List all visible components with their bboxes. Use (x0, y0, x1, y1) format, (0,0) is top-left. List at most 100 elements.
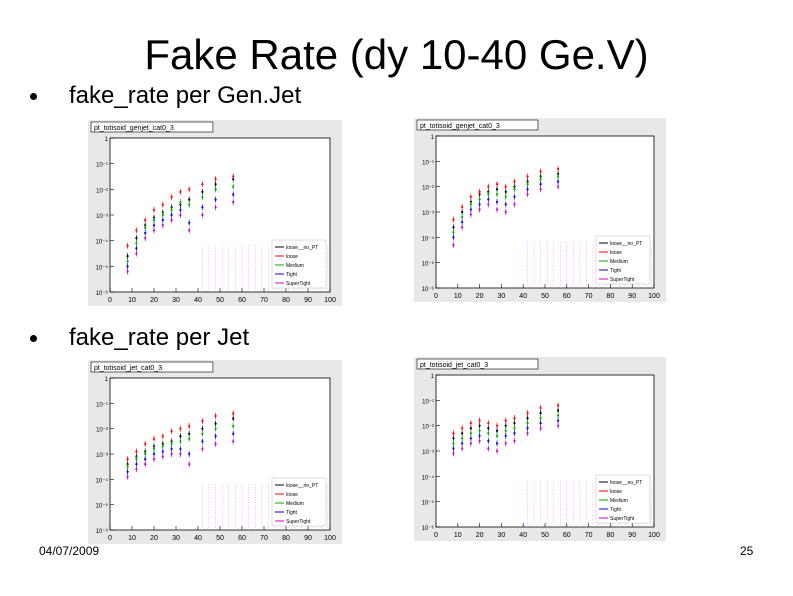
data-point (452, 226, 455, 229)
data-point (214, 198, 217, 201)
x-tick-label: 70 (260, 297, 268, 304)
x-tick-label: 20 (476, 532, 484, 539)
y-tick-label: 10⁻¹ (96, 163, 108, 169)
data-point (214, 442, 217, 445)
x-tick-label: 0 (108, 297, 112, 304)
legend-label: Medium (610, 498, 628, 504)
data-point (188, 188, 191, 191)
bullet-genjet: fake_rate per Gen.Jet (30, 82, 301, 110)
legend-label: loose__no_PT (286, 245, 318, 251)
legend-label: Tight (286, 272, 298, 278)
data-point (495, 208, 499, 211)
legend-label: SuperTight (286, 519, 311, 525)
data-point (526, 193, 529, 196)
data-point (556, 175, 560, 178)
data-point (126, 457, 129, 461)
data-point (526, 183, 529, 186)
data-point (487, 193, 490, 196)
x-tick-label: 70 (585, 532, 593, 539)
data-point (144, 219, 147, 222)
x-tick-label: 100 (648, 532, 660, 539)
data-point (232, 412, 235, 415)
data-point (513, 180, 516, 183)
chart-svg: pt_totisoid_jet_cat0_3 0 10 20 30 40 50 60 70 80 9… (414, 357, 666, 541)
data-point (135, 463, 138, 466)
x-tick-label: 10 (454, 532, 462, 539)
data-point (201, 183, 204, 186)
data-point (556, 409, 560, 412)
legend-box (595, 474, 651, 524)
data-point (556, 167, 560, 171)
data-point (144, 231, 147, 235)
data-point (170, 213, 173, 217)
data-point (504, 434, 507, 437)
x-tick-label: 0 (434, 532, 438, 539)
plot-title: pt_totisoid_genjet_cat0_3 (94, 125, 174, 132)
bullet-jet: fake_rate per Jet (30, 324, 249, 352)
data-point (152, 219, 156, 222)
plot-title: pt_totisoid_genjet_cat0_3 (420, 123, 500, 130)
data-point (461, 447, 464, 450)
y-tick-label: 1 (431, 135, 435, 141)
data-point (526, 416, 529, 420)
x-tick-label: 10 (128, 297, 136, 304)
data-point (539, 422, 542, 425)
data-point (495, 183, 499, 186)
data-point (179, 447, 182, 451)
data-point (495, 200, 499, 203)
data-point (495, 429, 499, 432)
data-point (469, 437, 472, 440)
y-tick-label: 10⁻² (96, 428, 108, 434)
data-point (478, 203, 481, 206)
chart-svg: pt_totisoid_genjet_cat0_3 0 10 20 30 40 50 60 70… (414, 118, 666, 302)
y-tick-label: 10⁻¹ (422, 399, 434, 405)
data-point (513, 432, 516, 435)
data-point (201, 440, 204, 443)
y-tick-label: 1 (105, 137, 109, 143)
data-point (452, 243, 455, 247)
x-tick-label: 60 (563, 293, 571, 300)
data-point (513, 195, 516, 198)
data-point (539, 427, 542, 430)
x-tick-label: 70 (260, 535, 268, 542)
data-point (452, 231, 455, 234)
data-point (461, 442, 464, 445)
data-point (214, 427, 217, 430)
data-point (556, 180, 560, 183)
data-point (126, 470, 129, 473)
data-point (161, 435, 164, 438)
data-point (539, 406, 542, 410)
data-point (452, 218, 455, 221)
data-point (478, 424, 481, 427)
data-point (179, 213, 182, 217)
legend-label: Medium (610, 259, 628, 265)
plot-genjet-left: pt_totisoid_genjet_cat0_3 0 10 20 30 40 50 60 70… (88, 120, 342, 306)
plot-jet-right: pt_totisoid_jet_cat0_3 0 10 20 30 40 50 60 70 80 9… (414, 357, 666, 541)
legend-label: loose (610, 489, 622, 495)
data-point (495, 434, 499, 437)
data-point (487, 439, 490, 442)
legend-label: loose__no_PT (610, 480, 642, 486)
x-tick-label: 80 (607, 293, 615, 300)
data-point (170, 447, 173, 451)
legend-label: loose (286, 254, 298, 260)
x-tick-label: 40 (194, 535, 202, 542)
data-point (504, 185, 507, 188)
data-point (469, 422, 472, 425)
data-point (461, 437, 464, 440)
data-point (188, 425, 191, 428)
legend-label: Medium (286, 263, 304, 269)
data-point (452, 432, 455, 435)
x-tick-label: 40 (519, 532, 527, 539)
data-point (188, 437, 191, 440)
data-point (487, 427, 490, 430)
data-point (214, 422, 217, 425)
data-point (170, 195, 173, 199)
data-point (135, 242, 138, 245)
data-point (214, 414, 217, 418)
data-point (487, 447, 490, 450)
data-point (126, 270, 129, 273)
legend-label: SuperTight (610, 277, 635, 283)
data-point (461, 432, 464, 435)
data-point (487, 198, 490, 201)
